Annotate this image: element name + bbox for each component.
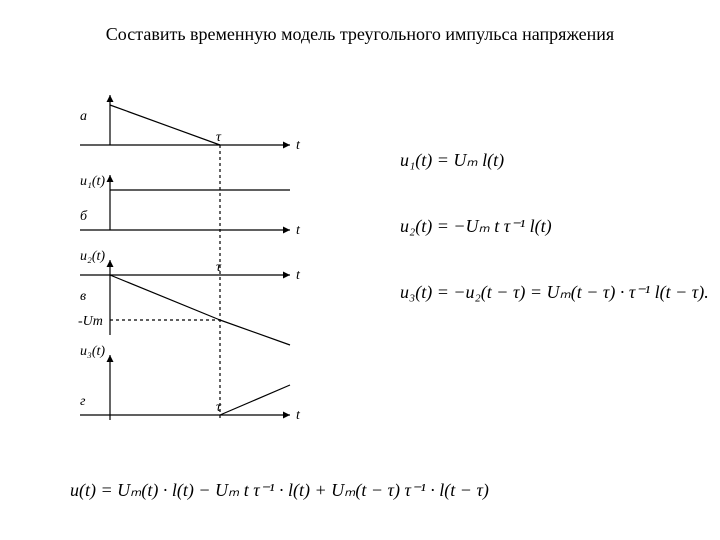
- svg-text:u₂(t): u₂(t): [80, 249, 105, 264]
- formula-u2: u₂(t) = −Uₘ t τ⁻¹ l(t): [400, 216, 700, 237]
- diagram-svg: а t τ б t u₁(t) в t τ u₂(t) -Um г t τ u₃(t): [60, 80, 340, 460]
- page-title: Составить временную модель треугольного …: [0, 24, 720, 45]
- svg-text:t: t: [296, 268, 301, 283]
- svg-text:u₁(t): u₁(t): [80, 174, 105, 189]
- svg-text:б: б: [80, 209, 88, 224]
- svg-text:τ: τ: [216, 130, 222, 145]
- svg-text:г: г: [80, 394, 86, 409]
- svg-text:t: t: [296, 223, 301, 238]
- formula-u3: u₃(t) = −u₂(t − τ) = Uₘ(t − τ) · τ⁻¹ l(t…: [400, 282, 700, 303]
- formula-final: u(t) = Uₘ(t) · l(t) − Uₘ t τ⁻¹ · l(t) + …: [70, 480, 489, 501]
- svg-text:t: t: [296, 138, 301, 153]
- formulas-block: u₁(t) = Uₘ l(t) u₂(t) = −Uₘ t τ⁻¹ l(t) u…: [400, 150, 700, 303]
- svg-text:u₃(t): u₃(t): [80, 344, 105, 359]
- formula-u1: u₁(t) = Uₘ l(t): [400, 150, 700, 171]
- svg-text:τ: τ: [216, 260, 222, 275]
- diagram-area: а t τ б t u₁(t) в t τ u₂(t) -Um г t τ u₃(t): [60, 80, 340, 460]
- svg-text:а: а: [80, 109, 87, 124]
- svg-text:-Um: -Um: [78, 314, 103, 329]
- svg-text:τ: τ: [216, 400, 222, 415]
- svg-text:t: t: [296, 408, 301, 423]
- svg-text:в: в: [80, 289, 86, 304]
